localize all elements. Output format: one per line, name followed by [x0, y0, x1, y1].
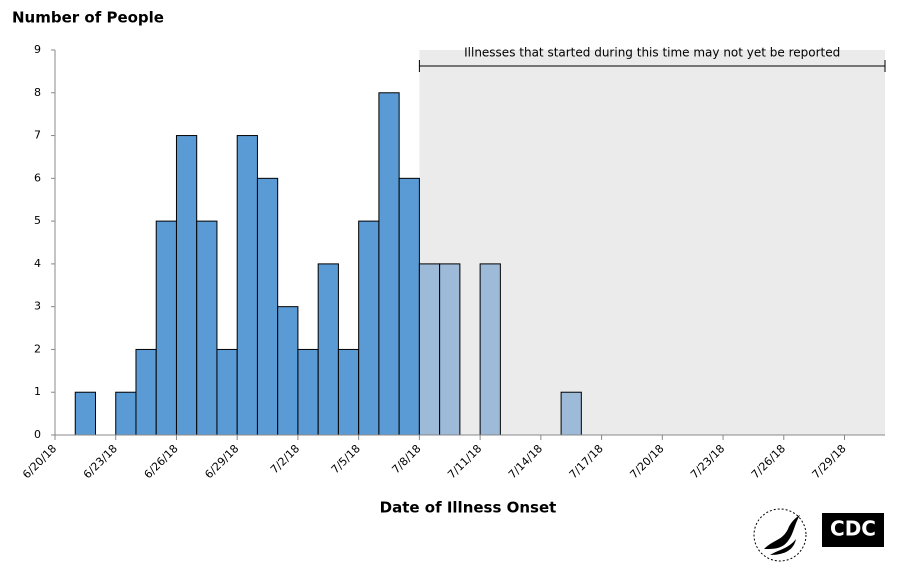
x-tick-label: 6/23/18 — [81, 442, 120, 481]
y-tick-label: 3 — [34, 300, 41, 313]
y-tick-label: 4 — [34, 257, 41, 270]
bar — [196, 220, 218, 436]
x-tick-label: 7/2/18 — [268, 442, 302, 476]
x-tick-label: 7/17/18 — [567, 442, 606, 481]
y-tick-label: 8 — [34, 86, 41, 99]
x-tick-label: 7/11/18 — [445, 442, 484, 481]
bar — [135, 348, 157, 436]
cdc-logo: CDC — [822, 513, 884, 547]
bar — [479, 263, 501, 436]
y-tick-label: 2 — [34, 342, 41, 355]
x-tick-label: 7/8/18 — [389, 442, 423, 476]
x-axis-title: Date of Illness Onset — [380, 499, 557, 517]
x-tick-label: 6/29/18 — [202, 442, 241, 481]
y-tick-label: 7 — [34, 129, 41, 142]
chart-title: Number of People — [12, 9, 164, 27]
y-tick-label: 6 — [34, 171, 41, 184]
y-tick-label: 1 — [34, 385, 41, 398]
bar — [256, 177, 279, 436]
hhs-logo — [753, 508, 807, 562]
y-tick-label: 0 — [34, 428, 41, 441]
bar — [236, 135, 258, 436]
bar — [175, 135, 198, 436]
x-tick-label: 7/14/18 — [506, 442, 545, 481]
bar — [337, 348, 360, 436]
bar — [74, 391, 96, 436]
bar — [560, 391, 582, 436]
bar — [378, 92, 400, 436]
x-tick-label: 7/20/18 — [627, 442, 666, 481]
bar — [115, 391, 137, 436]
bar — [398, 177, 420, 436]
y-tick-label: 5 — [34, 214, 41, 227]
logo-text: CDC — [830, 517, 876, 541]
x-tick-label: 6/20/18 — [20, 442, 59, 481]
x-tick-label: 6/26/18 — [142, 442, 181, 481]
bar — [297, 348, 319, 436]
x-tick-label: 7/5/18 — [329, 442, 363, 476]
y-tick-label: 9 — [34, 43, 41, 56]
x-tick-label: 7/29/18 — [810, 442, 849, 481]
bar — [277, 306, 299, 436]
bar — [317, 263, 339, 436]
bar — [358, 220, 380, 436]
x-tick-label: 7/23/18 — [688, 442, 727, 481]
bar — [418, 263, 441, 436]
annotation: Illnesses that started during this time … — [464, 46, 840, 60]
x-tick-label: 7/26/18 — [749, 442, 788, 481]
bar — [216, 348, 238, 436]
bar — [155, 220, 177, 436]
bar — [439, 263, 461, 436]
